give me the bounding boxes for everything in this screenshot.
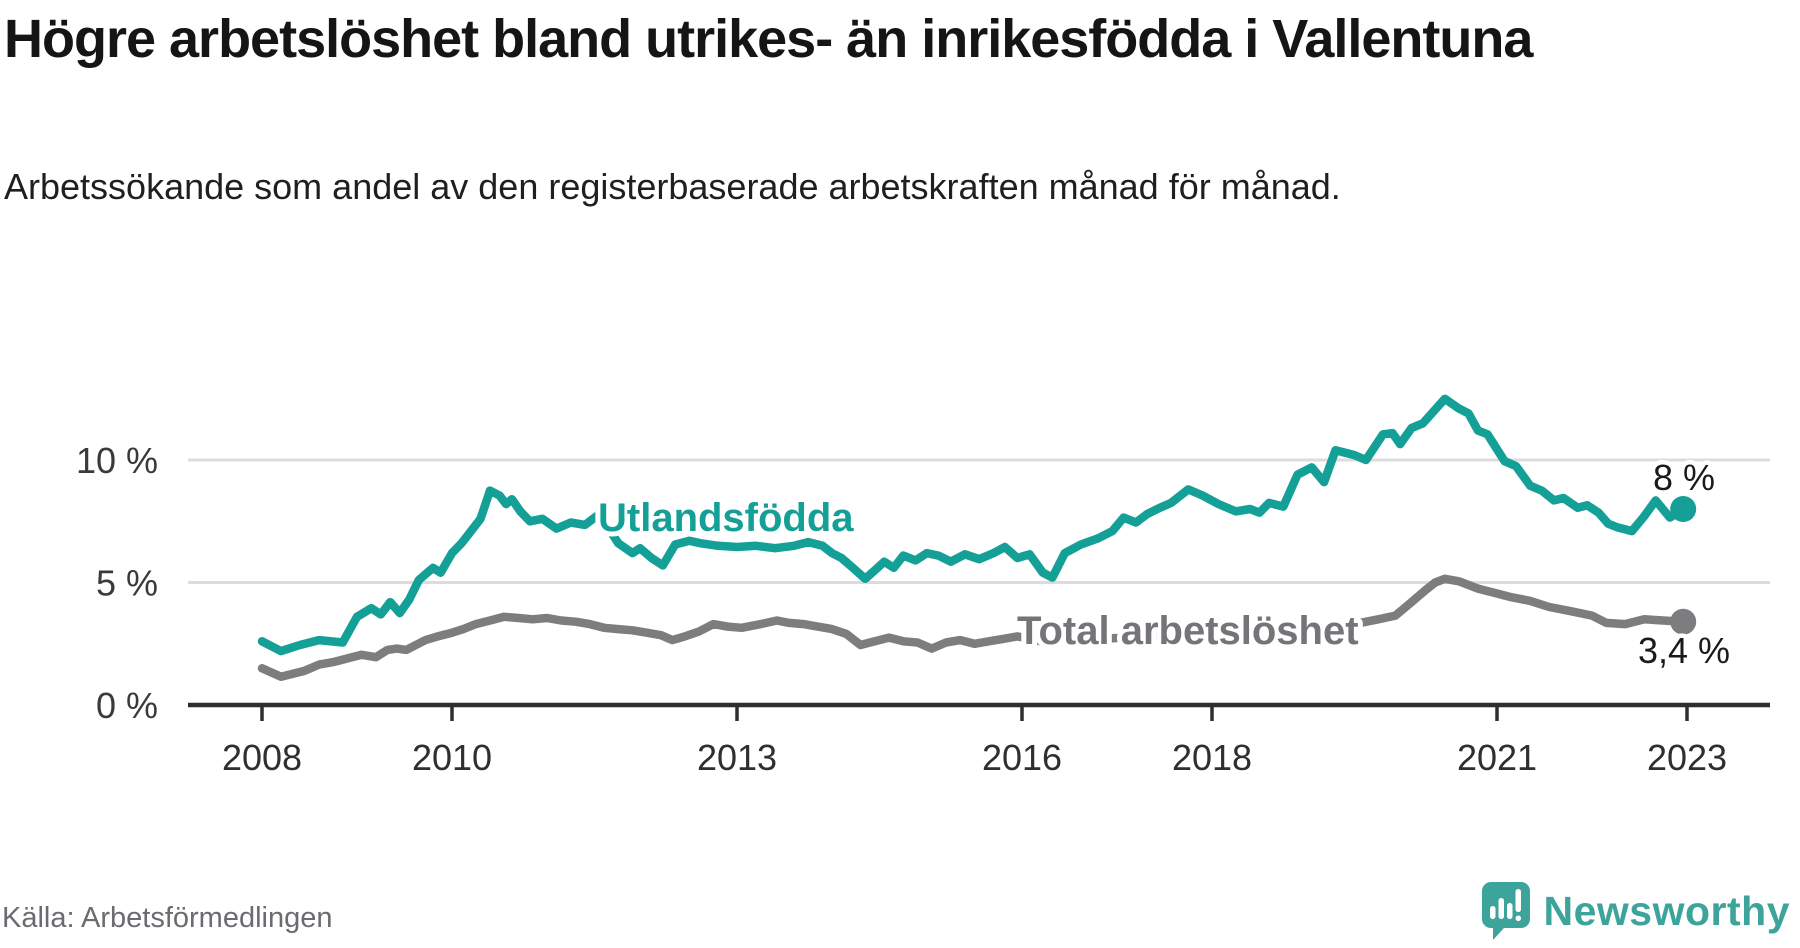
chart-svg: 2008 2010 2013 2016 2018 2021 2023 0 % 5 % 10 % U…	[76, 394, 1770, 778]
y-tick-label: 10 %	[76, 440, 158, 481]
end-value-label-total: 3,4 %	[1638, 630, 1730, 671]
x-tick-label: 2023	[1647, 737, 1727, 778]
line-total-arbetsloshet	[257, 574, 1688, 682]
series-label-total-arbetsloshet: Total arbetslöshet	[1017, 609, 1359, 653]
x-tick-label: 2021	[1457, 737, 1537, 778]
page-title: Högre arbetslöshet bland utrikes- än inr…	[4, 9, 1533, 69]
end-dot-utlandsfodda	[1670, 496, 1697, 522]
end-dot-total	[1670, 608, 1697, 635]
x-tick-label: 2013	[697, 737, 777, 778]
series-label-utlandsfodda: Utlandsfödda	[598, 496, 854, 540]
x-tick-label: 2010	[412, 737, 492, 778]
source-note: Källa: Arbetsförmedlingen	[2, 902, 333, 934]
page-subtitle: Arbetssökande som andel av den registerb…	[4, 166, 1341, 207]
line-utlandsfodda	[257, 394, 1688, 656]
axes-layer: 2008 2010 2013 2016 2018 2021 2023 0 % 5 % 10 %	[76, 440, 1770, 778]
newsworthy-logo: Newsworthy	[1480, 880, 1791, 942]
y-tick-label: 5 %	[96, 563, 158, 604]
x-tick-label: 2008	[222, 737, 302, 778]
newsworthy-speech-bubble-icon	[1481, 882, 1530, 940]
logo-bars-and-exclamation	[1489, 889, 1521, 921]
brand-wordmark: Newsworthy	[1543, 887, 1790, 934]
y-tick-label: 0 %	[96, 685, 158, 726]
end-value-label-utlandsfodda: 8 %	[1653, 457, 1715, 498]
x-tick-label: 2016	[982, 737, 1062, 778]
x-tick-label: 2018	[1172, 737, 1252, 778]
